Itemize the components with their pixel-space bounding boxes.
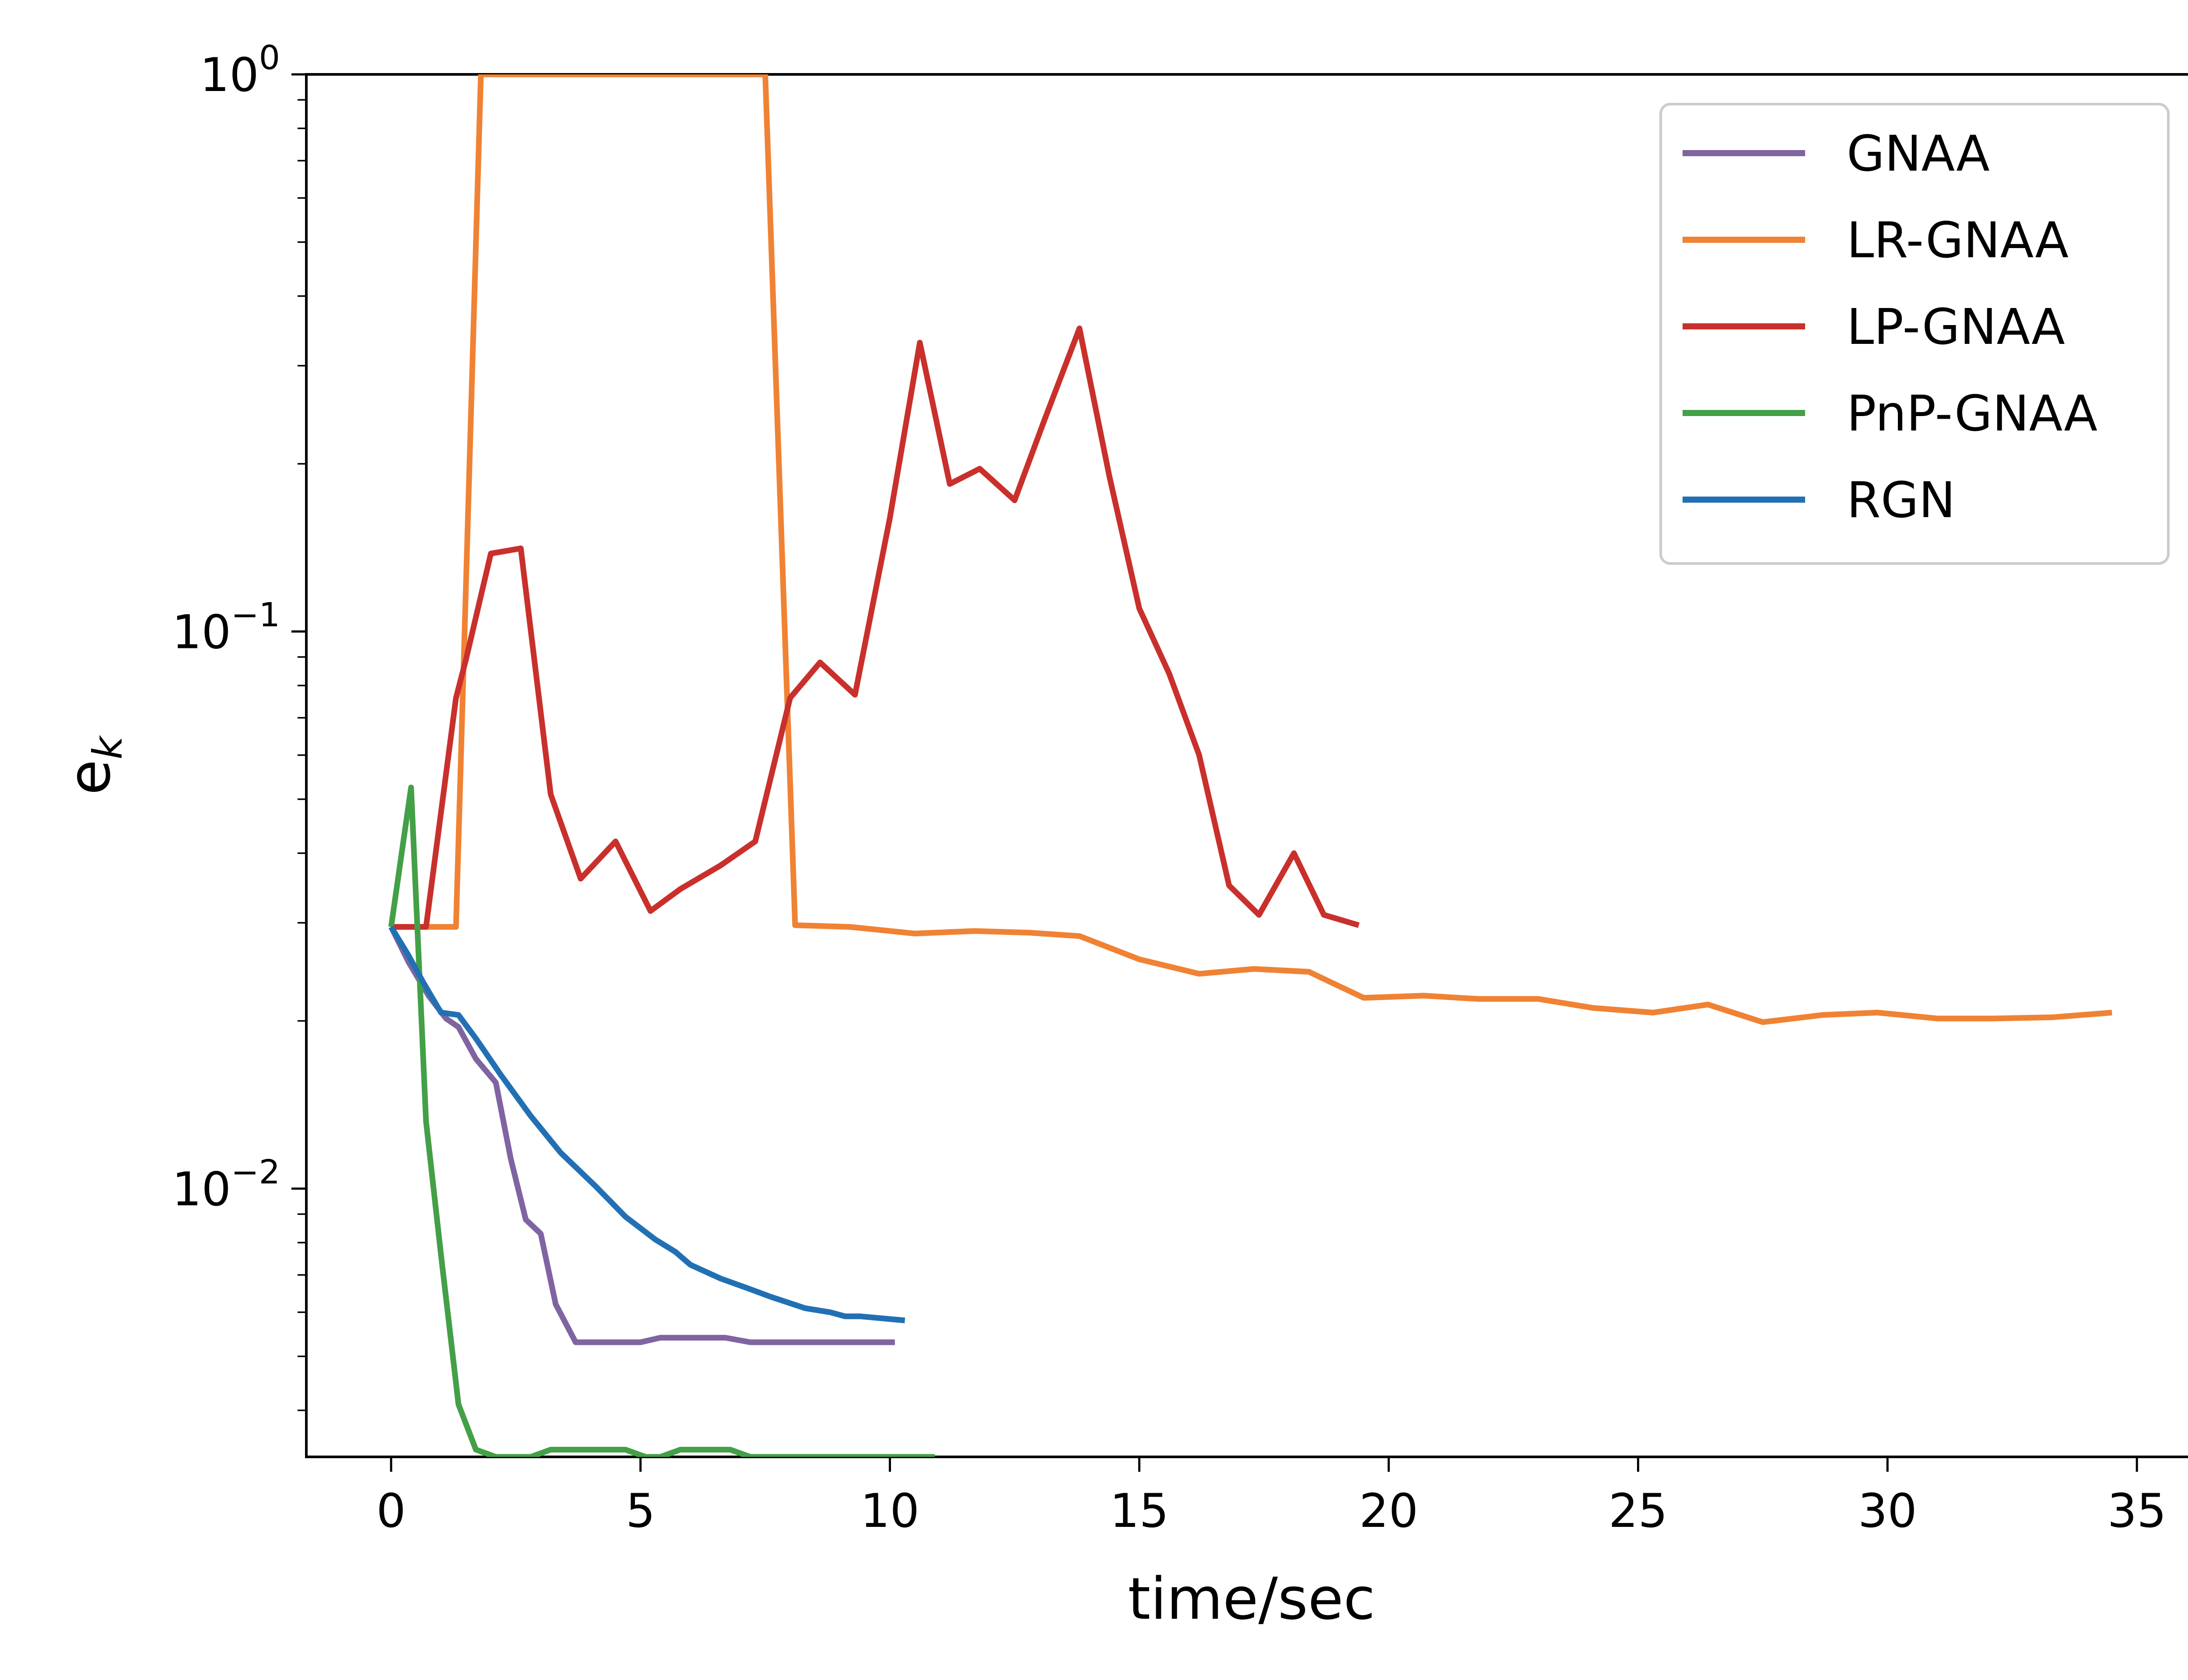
legend-label: LR-GNAA (1847, 212, 2069, 269)
x-tick-label: 35 (2107, 1484, 2167, 1538)
y-tick-label: 10−1 (172, 595, 280, 659)
y-axis-label-subscript: k (84, 735, 131, 760)
series-line-lr-gnaa (391, 74, 2112, 1025)
legend-item-pnp-gnaa: PnP-GNAA (1683, 385, 2097, 442)
x-tick-label: 15 (1110, 1484, 1169, 1538)
plot-area (305, 73, 2188, 1458)
y-tick-label: 100 (200, 38, 280, 102)
series-line-pnp-gnaa (388, 784, 935, 1457)
legend-frame (1659, 103, 2170, 565)
x-tick-label: 25 (1609, 1484, 1668, 1538)
series-line-lp-gnaa (391, 326, 1360, 930)
x-tick-label: 30 (1858, 1484, 1917, 1538)
series-layer (388, 74, 2112, 1457)
y-axis-label-main: e (56, 760, 123, 795)
series-line-rgn (389, 925, 905, 1323)
legend-item-lr-gnaa: LR-GNAA (1683, 212, 2069, 269)
legend-label: LP-GNAA (1847, 299, 2065, 356)
legend-label: RGN (1847, 472, 1955, 529)
x-axis-label: time/sec (1128, 1565, 1375, 1633)
series-line-gnaa (388, 925, 895, 1345)
y-axis-label: ek (56, 735, 131, 795)
x-tick-label: 10 (860, 1484, 919, 1538)
x-tick-label: 5 (626, 1484, 655, 1538)
y-axis-ticks: 10−2 10−1 100 (172, 38, 306, 1411)
legend-item-gnaa: GNAA (1683, 126, 1990, 182)
x-axis-ticks: 0 5 10 15 20 25 30 35 (376, 1457, 2167, 1538)
legend-label: GNAA (1847, 126, 1990, 182)
legend-item-rgn: RGN (1683, 472, 1955, 529)
x-tick-label: 20 (1359, 1484, 1418, 1538)
legend-label: PnP-GNAA (1847, 385, 2097, 442)
legend-item-lp-gnaa: LP-GNAA (1683, 299, 2065, 356)
legend: GNAA LR-GNAA LP-GNAA PnP-GNAA RGN (1659, 103, 2170, 565)
y-tick-label: 10−2 (172, 1152, 280, 1216)
x-tick-label: 0 (376, 1484, 406, 1538)
